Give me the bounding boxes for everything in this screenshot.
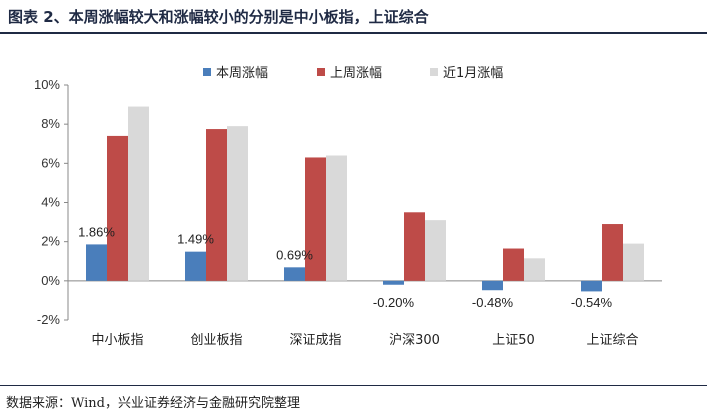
bar <box>284 267 305 281</box>
bar <box>581 280 602 292</box>
x-category-label: 上证综合 <box>586 333 638 348</box>
data-label: 1.86% <box>78 224 115 239</box>
data-label: -0.20% <box>373 295 415 310</box>
source-divider <box>0 385 707 386</box>
figure-title: 图表 2、本周涨幅较大和涨幅较小的分别是中小板指，上证综合 <box>8 8 429 26</box>
y-tick-label: 2% <box>41 234 60 249</box>
source-note: 数据来源：Wind，兴业证券经济与金融研究院整理 <box>6 396 300 411</box>
bar <box>602 224 623 281</box>
data-label: 1.49% <box>177 232 214 247</box>
legend-swatch <box>317 68 325 76</box>
x-category-label: 沪深300 <box>389 332 440 348</box>
bar <box>503 248 524 281</box>
legend-label: 本周涨幅 <box>216 66 268 81</box>
bar <box>524 258 545 281</box>
bar <box>128 106 149 281</box>
bar <box>383 280 404 285</box>
legend-label: 上周涨幅 <box>330 66 382 81</box>
x-category-label: 中小板指 <box>91 333 143 348</box>
bar <box>227 126 248 281</box>
data-label: -0.54% <box>571 295 613 310</box>
bar <box>107 135 128 281</box>
y-tick-label: 8% <box>41 116 60 131</box>
bar <box>185 251 206 281</box>
bar <box>404 212 425 281</box>
bar <box>86 244 107 281</box>
data-label: 0.69% <box>276 247 313 262</box>
bar <box>206 129 227 281</box>
bar <box>425 220 446 281</box>
legend-swatch <box>203 68 211 76</box>
x-category-label: 深证成指 <box>289 333 341 348</box>
title-divider <box>0 32 707 34</box>
y-tick-label: 4% <box>41 195 60 210</box>
bar <box>623 243 644 281</box>
bar <box>305 157 326 281</box>
x-category-label: 创业板指 <box>190 333 242 348</box>
y-tick-label: 10% <box>34 77 60 92</box>
legend-swatch <box>430 68 438 76</box>
y-tick-label: -2% <box>37 312 61 327</box>
bar <box>482 280 503 291</box>
x-category-label: 上证50 <box>492 333 535 348</box>
bar <box>326 155 347 281</box>
legend-label: 近1月涨幅 <box>443 66 503 81</box>
data-label: -0.48% <box>472 295 514 310</box>
y-tick-label: 6% <box>41 155 60 170</box>
y-tick-label: 0% <box>41 273 60 288</box>
